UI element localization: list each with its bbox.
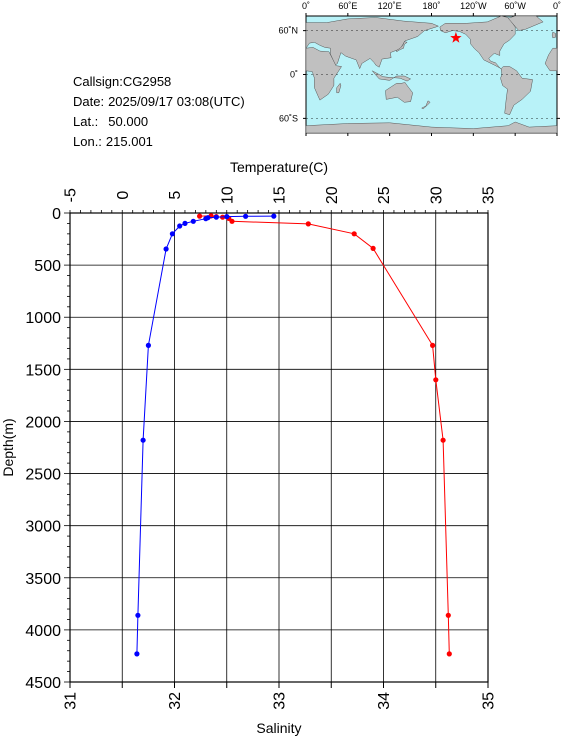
depth-tick-label: 0	[52, 206, 61, 223]
depth-tick-label: 3000	[25, 519, 61, 536]
depth-tick-label: 2500	[25, 467, 61, 484]
temperature-data-point	[229, 218, 235, 224]
map-lat-tick-label: 0˚	[290, 70, 298, 80]
temperature-data-point	[445, 612, 451, 618]
map-lon-tick-label: 60˚W	[504, 1, 526, 11]
map-land-greenland	[507, 15, 544, 31]
temperature-tick-label: -5	[63, 188, 80, 202]
plot-frame	[69, 212, 489, 683]
date-label: Date:	[73, 94, 105, 109]
lat-line: Lat.: 50.000	[73, 115, 148, 128]
map-land-africa	[305, 47, 343, 101]
map-land-eurasia	[305, 17, 440, 70]
salinity-data-point	[271, 213, 277, 219]
temperature-data-point	[430, 342, 436, 348]
salinity-tick-label: 33	[272, 692, 289, 710]
map-land-west-africa-edge	[544, 47, 558, 72]
temperature-data-point	[351, 231, 357, 237]
depth-tick-label: 500	[34, 258, 61, 275]
salinity-data-point	[140, 437, 146, 443]
callsign-line: Callsign:CG2958	[73, 75, 171, 88]
map-lon-tick-label: 60˚E	[338, 1, 357, 11]
temperature-tick-label: 25	[376, 186, 393, 204]
temperature-data-point	[446, 651, 452, 657]
map-land-south-america	[500, 66, 533, 116]
depth-tick-label: 4500	[25, 675, 61, 692]
map-lon-tick-label: 0˚	[302, 1, 310, 11]
map-land-australia	[385, 82, 413, 103]
temperature-data-point	[197, 213, 203, 219]
depth-tick-label: 4000	[25, 623, 61, 640]
salinity-data-point	[163, 246, 169, 252]
salinity-data-point	[190, 218, 196, 224]
map-land-madagascar	[336, 82, 342, 94]
temperature-tick-label: 15	[272, 186, 289, 204]
salinity-data-point	[134, 651, 140, 657]
temperature-tick-label: 35	[481, 186, 498, 204]
map-lon-tick-label: 120˚W	[460, 1, 487, 11]
depth-tick-label: 2000	[25, 414, 61, 431]
salinity-data-point	[224, 214, 230, 220]
lat-label: Lat.:	[73, 114, 99, 129]
station-marker-star	[450, 31, 462, 43]
lat-value: 50.000	[108, 114, 149, 129]
temperature-data-point	[370, 245, 376, 251]
map-land-north-america	[439, 15, 516, 69]
salinity-data-point	[169, 231, 175, 237]
salinity-data-point	[145, 342, 151, 348]
temperature-data-point	[433, 377, 439, 383]
map-land-uk	[551, 31, 556, 39]
salinity-tick-label: 32	[167, 692, 184, 710]
world-map: 0˚ 60˚E 120˚E 180˚ 120˚W 60˚W 0˚ 60˚N 0˚ 60˚S	[278, 1, 561, 136]
map-lat-tick-label: 60˚N	[278, 26, 298, 36]
temperature-tick-label: 5	[167, 191, 184, 200]
salinity-profile-line	[136, 215, 274, 654]
temperature-profile-line	[199, 215, 450, 654]
lon-line: Lon.: 215.001	[73, 135, 153, 148]
map-lon-tick-label: 0˚	[553, 1, 561, 11]
map-lon-tick-label: 120˚E	[378, 1, 402, 11]
map-land-indonesia	[372, 70, 412, 82]
temperature-tick-label: 30	[428, 186, 445, 204]
salinity-data-point	[243, 213, 249, 219]
date-line: Date: 2025/09/17 03:08(UTC)	[73, 95, 245, 108]
map-land-new-zealand	[421, 100, 431, 110]
salinity-data-point	[177, 223, 183, 229]
depth-tick-label: 3500	[25, 571, 61, 588]
callsign-label: Callsign:	[73, 74, 123, 89]
map-land-japan	[396, 41, 408, 53]
salinity-tick-label: 31	[63, 692, 80, 710]
salinity-axis-label: Salinity	[256, 720, 301, 736]
temperature-axis-label: Temperature(C)	[230, 159, 328, 175]
salinity-data-point	[203, 216, 209, 222]
lon-value: 215.001	[105, 134, 153, 149]
callsign-value: CG2958	[122, 74, 172, 89]
temperature-data-point	[440, 437, 446, 443]
depth-tick-label: 1500	[25, 362, 61, 379]
temperature-tick-label: 0	[115, 191, 132, 200]
map-lon-tick-label: 180˚	[422, 1, 440, 11]
temperature-data-point	[305, 221, 311, 227]
temperature-tick-label: 20	[324, 186, 341, 204]
map-lat-tick-label: 60˚S	[279, 113, 298, 123]
salinity-tick-label: 34	[376, 692, 393, 710]
lon-label: Lon.:	[73, 134, 102, 149]
salinity-data-point	[213, 214, 219, 220]
depth-tick-label: 1000	[25, 310, 61, 327]
salinity-data-point	[182, 220, 188, 226]
salinity-data-point	[135, 612, 141, 618]
depth-axis-label: Depth(m)	[0, 418, 16, 476]
temperature-tick-label: 10	[219, 186, 236, 204]
salinity-tick-label: 35	[481, 692, 498, 710]
date-value: 2025/09/17 03:08(UTC)	[108, 94, 245, 109]
